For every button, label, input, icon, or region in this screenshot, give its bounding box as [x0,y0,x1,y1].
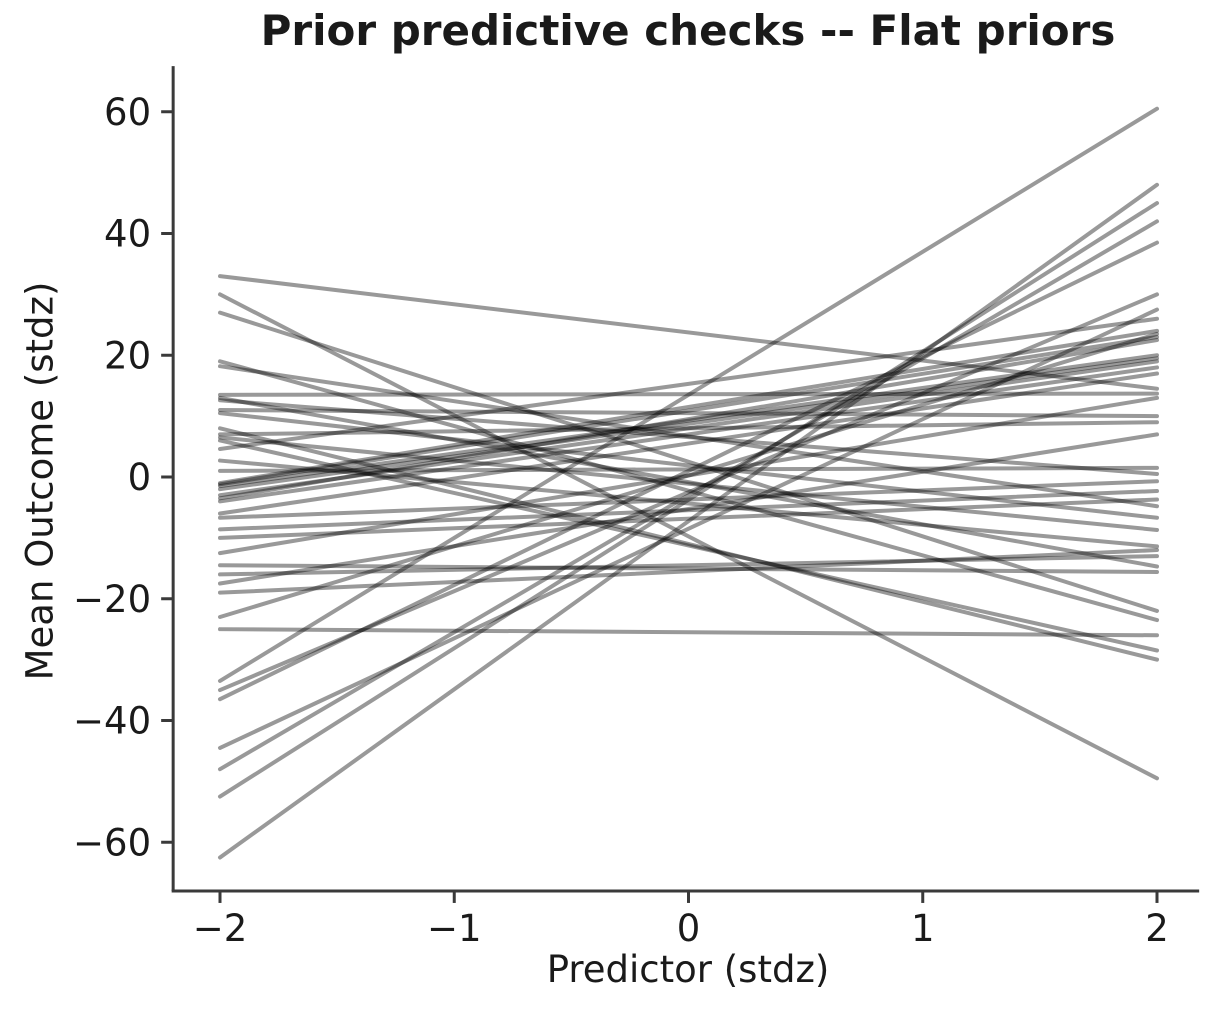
prior-draw-line [218,465,1159,473]
prior-draw-line [218,292,1159,693]
prior-draw-line [218,240,1159,702]
prior-draw-line [218,398,1159,476]
prior-draw-line [218,479,1159,520]
prior-draw-line [218,489,1159,532]
y-tick-label: 0 [128,456,152,499]
prior-draw-line [218,274,1159,391]
prior-draw-line [218,497,1159,540]
prior-draw-line [218,408,1159,419]
prior-draw-line [218,395,1159,556]
x-tick-label: −1 [427,907,482,950]
prior-draw-line [218,219,1159,772]
prior-draw-line [218,432,1159,586]
y-tick-label: −40 [73,700,151,743]
prior-draw-line [218,328,1159,486]
prior-draw-line [218,365,1159,504]
prior-draw-line [218,353,1159,489]
prior-draw-line [218,435,1159,532]
x-axis-label: Predictor (stdz) [546,948,830,991]
prior-draw-line [218,359,1159,498]
x-tick-label: 0 [677,907,701,950]
prior-draw-line [218,420,1159,437]
prior-draw-line [218,563,1159,574]
prior-draw-line [218,338,1159,501]
prior-draw-line [218,411,1159,520]
x-tick-label: 2 [1145,907,1169,950]
prior-draw-line [218,426,1159,662]
prior-draw-line [218,106,1159,683]
prior-draw-line [218,364,1159,509]
prior-draw-line [218,292,1159,781]
y-tick-label: 60 [104,91,151,134]
prior-draw-line [218,627,1159,638]
prior-draw-line [218,307,1159,750]
prior-draw-line [218,391,1159,397]
prior-draw-line [218,356,1159,492]
prior-draw-line [218,201,1159,799]
y-tick-label: −20 [73,578,151,621]
prior-draw-line [218,371,1159,516]
prior-draw-line [218,438,1159,653]
y-tick-label: −60 [73,821,151,864]
prior-draw-line [218,331,1159,620]
prior-draw-line [218,548,1159,595]
y-tick-label: 40 [104,213,151,256]
x-tick-label: −2 [193,907,248,950]
prior-draw-line [218,182,1159,860]
prior-draw-line [218,554,1159,577]
chart-title: Prior predictive checks -- Flat priors [260,6,1116,55]
prior-draw-line [218,316,1159,451]
prior-draw-line [218,395,1159,569]
y-tick-label: 20 [104,334,151,377]
x-tick-label: 1 [911,907,935,950]
prior-draw-line [218,458,1159,549]
prior-draw-line [218,334,1159,487]
prior-draw-line [218,359,1159,623]
prior-draw-line [218,310,1159,613]
